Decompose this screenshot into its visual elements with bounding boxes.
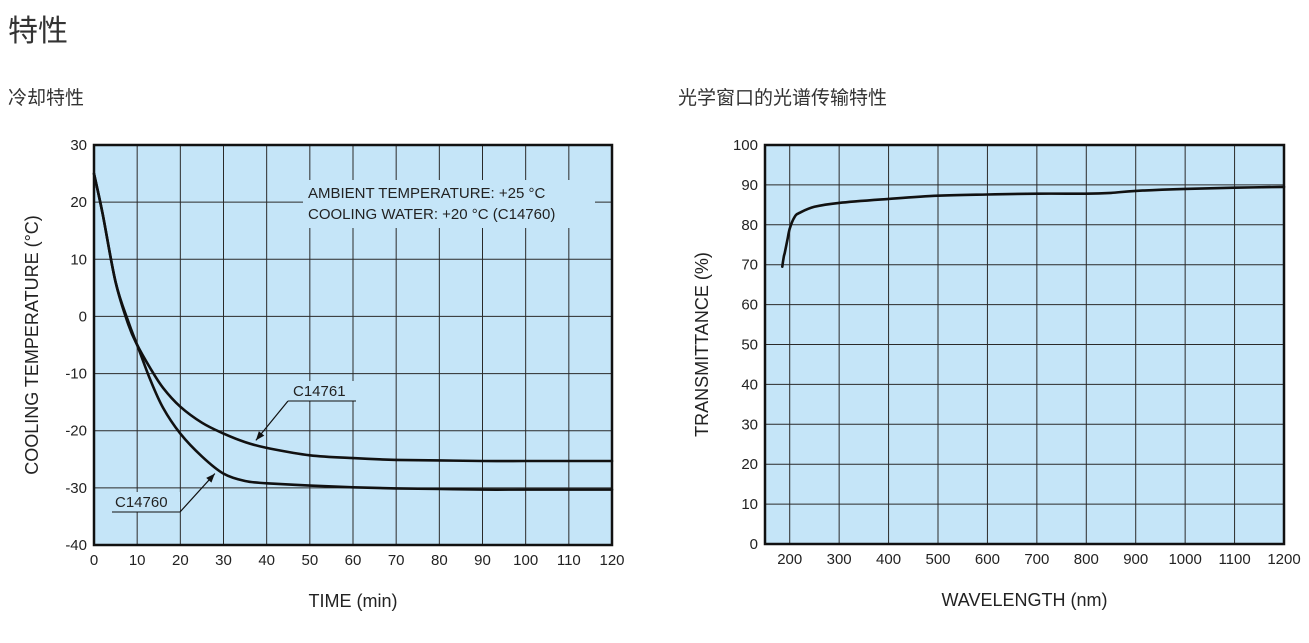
y-tick-label: 70	[741, 257, 758, 274]
x-axis-label: WAVELENGTH (nm)	[941, 590, 1107, 610]
x-tick-label: 0	[90, 552, 98, 569]
x-tick-label: 110	[557, 552, 581, 569]
y-tick-label: -30	[65, 480, 87, 497]
y-tick-label: 40	[741, 376, 758, 393]
y-tick-label: 20	[741, 456, 758, 473]
annotation-text: AMBIENT TEMPERATURE: +25 °C	[308, 185, 545, 202]
y-tick-label: -40	[65, 537, 87, 554]
y-tick-label: 60	[741, 297, 758, 314]
x-tick-label: 200	[777, 551, 802, 568]
x-tick-label: 40	[258, 552, 275, 569]
x-tick-label: 1000	[1168, 551, 1201, 568]
cooling-chart: 0 10 20 30 40 50 60 70 80 90 100 110 1203020100-10-2…	[22, 137, 625, 611]
x-tick-label: 600	[975, 551, 1000, 568]
callout-bg	[288, 381, 356, 401]
series-label: C14760	[115, 494, 168, 511]
x-axis-label: TIME (min)	[309, 591, 398, 611]
series-label: C14761	[293, 383, 346, 400]
section-title-cooling: 冷却特性	[8, 88, 85, 109]
x-tick-label: 20	[172, 552, 189, 569]
x-tick-label: 70	[388, 552, 405, 569]
x-tick-label: 1100	[1218, 551, 1250, 568]
x-tick-label: 50	[301, 552, 318, 569]
x-tick-label: 90	[474, 552, 491, 569]
callout-bg	[112, 492, 180, 512]
y-axis-label: TRANSMITTANCE (%)	[692, 252, 712, 437]
y-tick-label: 80	[741, 217, 758, 234]
x-tick-label: 120	[599, 552, 624, 569]
section-title-spectral: 光学窗口的光谱传输特性	[678, 88, 888, 109]
page-title: 特性	[8, 15, 68, 48]
series-line	[781, 185, 1286, 268]
x-tick-label: 1200	[1267, 551, 1300, 568]
x-tick-label: 500	[925, 551, 950, 568]
x-tick-label: 900	[1123, 551, 1148, 568]
plot-frame	[92, 143, 614, 547]
y-tick-label: 50	[741, 337, 758, 354]
x-tick-label: 800	[1074, 551, 1099, 568]
plot-frame	[763, 143, 1286, 546]
x-tick-label: 80	[431, 552, 448, 569]
y-axis-label: COOLING TEMPERATURE (°C)	[22, 215, 42, 475]
y-tick-label: 100	[733, 137, 758, 154]
x-tick-label: 10	[129, 552, 146, 569]
y-tick-label: -20	[65, 423, 87, 440]
series-line-c14760	[92, 172, 614, 491]
y-tick-label: 0	[79, 308, 87, 325]
x-tick-label: 400	[876, 551, 901, 568]
annotation-bg	[303, 180, 595, 228]
callout-arrowhead	[255, 431, 265, 441]
y-tick-label: 10	[741, 496, 758, 513]
callout-arrowhead	[206, 473, 215, 483]
y-tick-label: 10	[70, 251, 87, 268]
y-tick-label: -10	[65, 366, 87, 383]
y-tick-label: 20	[70, 194, 87, 211]
x-tick-label: 30	[215, 552, 232, 569]
x-tick-label: 700	[1024, 551, 1049, 568]
x-tick-label: 60	[345, 552, 362, 569]
x-tick-label: 300	[827, 551, 852, 568]
y-tick-label: 90	[741, 177, 758, 194]
y-tick-label: 0	[750, 536, 758, 553]
y-tick-label: 30	[741, 416, 758, 433]
annotation-text: COOLING WATER: +20 °C (C14760)	[308, 206, 555, 223]
y-tick-label: 30	[70, 137, 87, 154]
x-tick-label: 100	[513, 552, 538, 569]
